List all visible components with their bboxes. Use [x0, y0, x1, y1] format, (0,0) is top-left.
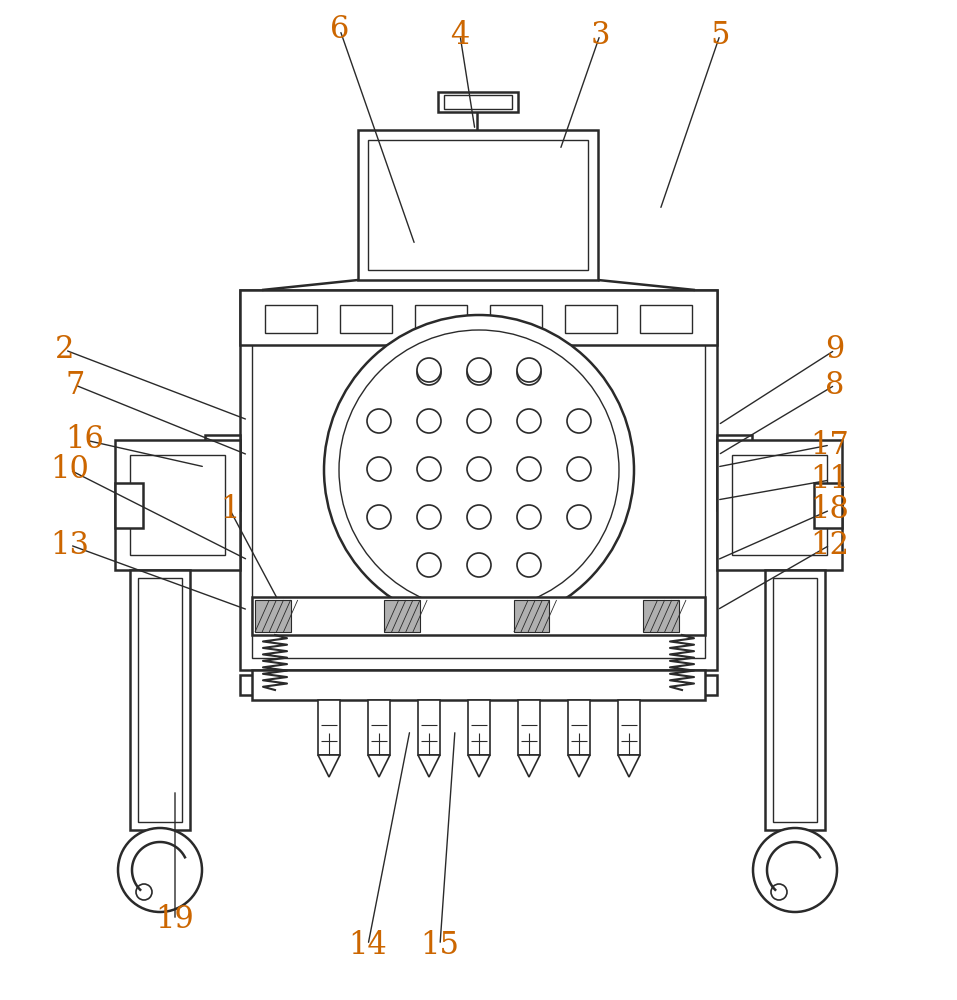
Text: 11: 11: [811, 464, 850, 495]
Bar: [240, 675, 717, 695]
Polygon shape: [618, 755, 640, 777]
Circle shape: [467, 409, 491, 433]
Bar: [252, 597, 705, 635]
Circle shape: [467, 358, 491, 382]
Bar: [318, 700, 340, 755]
Circle shape: [367, 505, 391, 529]
Polygon shape: [518, 755, 540, 777]
Text: 10: 10: [51, 454, 89, 486]
Bar: [717, 435, 752, 510]
Bar: [252, 302, 705, 658]
Circle shape: [517, 358, 541, 382]
Text: 6: 6: [330, 14, 349, 45]
Bar: [115, 483, 143, 528]
Text: 14: 14: [348, 930, 388, 960]
Bar: [368, 700, 390, 755]
Bar: [518, 700, 540, 755]
Circle shape: [517, 505, 541, 529]
Bar: [115, 440, 240, 570]
Bar: [773, 578, 817, 822]
Bar: [255, 600, 291, 632]
Bar: [643, 600, 679, 632]
Polygon shape: [418, 755, 440, 777]
Circle shape: [417, 361, 441, 385]
Circle shape: [417, 409, 441, 433]
Bar: [565, 305, 617, 333]
Circle shape: [367, 457, 391, 481]
Bar: [240, 290, 717, 670]
Circle shape: [467, 361, 491, 385]
Circle shape: [467, 553, 491, 577]
Bar: [444, 95, 512, 109]
Circle shape: [567, 505, 591, 529]
Text: 12: 12: [811, 530, 850, 560]
Bar: [640, 305, 692, 333]
Circle shape: [753, 828, 837, 912]
Bar: [468, 700, 490, 755]
Polygon shape: [468, 755, 490, 777]
Text: 8: 8: [825, 369, 845, 400]
Bar: [385, 600, 420, 632]
Text: 16: 16: [66, 424, 104, 456]
Bar: [358, 130, 598, 280]
Circle shape: [467, 457, 491, 481]
Polygon shape: [368, 755, 390, 777]
Bar: [514, 600, 549, 632]
Bar: [130, 455, 225, 555]
Text: 5: 5: [710, 19, 730, 50]
Bar: [418, 700, 440, 755]
Bar: [240, 290, 717, 345]
Circle shape: [567, 409, 591, 433]
Polygon shape: [318, 755, 340, 777]
Text: 1: 1: [220, 494, 240, 526]
Bar: [138, 578, 182, 822]
Circle shape: [467, 505, 491, 529]
Text: 15: 15: [420, 930, 459, 960]
Text: 7: 7: [65, 369, 84, 400]
Text: 17: 17: [811, 430, 850, 460]
Bar: [368, 140, 588, 270]
Text: 19: 19: [156, 904, 194, 936]
Text: 4: 4: [451, 19, 470, 50]
Circle shape: [118, 828, 202, 912]
Circle shape: [517, 553, 541, 577]
Circle shape: [771, 884, 787, 900]
Bar: [814, 483, 842, 528]
Circle shape: [517, 361, 541, 385]
Bar: [618, 700, 640, 755]
Bar: [717, 440, 842, 570]
Circle shape: [517, 409, 541, 433]
Text: 18: 18: [811, 494, 850, 526]
Circle shape: [567, 457, 591, 481]
Circle shape: [517, 457, 541, 481]
Bar: [438, 92, 518, 112]
Bar: [205, 435, 240, 510]
Text: 3: 3: [590, 19, 610, 50]
Bar: [415, 305, 467, 333]
Circle shape: [417, 553, 441, 577]
Bar: [130, 570, 190, 830]
Circle shape: [324, 315, 634, 625]
Bar: [265, 305, 317, 333]
Circle shape: [136, 884, 152, 900]
Circle shape: [339, 330, 619, 610]
Bar: [252, 670, 705, 700]
Text: 13: 13: [51, 530, 90, 560]
Bar: [732, 455, 827, 555]
Bar: [765, 570, 825, 830]
Bar: [490, 305, 542, 333]
Bar: [340, 305, 392, 333]
Text: 2: 2: [56, 334, 75, 365]
Circle shape: [417, 457, 441, 481]
Circle shape: [367, 409, 391, 433]
Text: 9: 9: [825, 334, 845, 365]
Bar: [568, 700, 590, 755]
Circle shape: [417, 505, 441, 529]
Polygon shape: [568, 755, 590, 777]
Circle shape: [417, 358, 441, 382]
